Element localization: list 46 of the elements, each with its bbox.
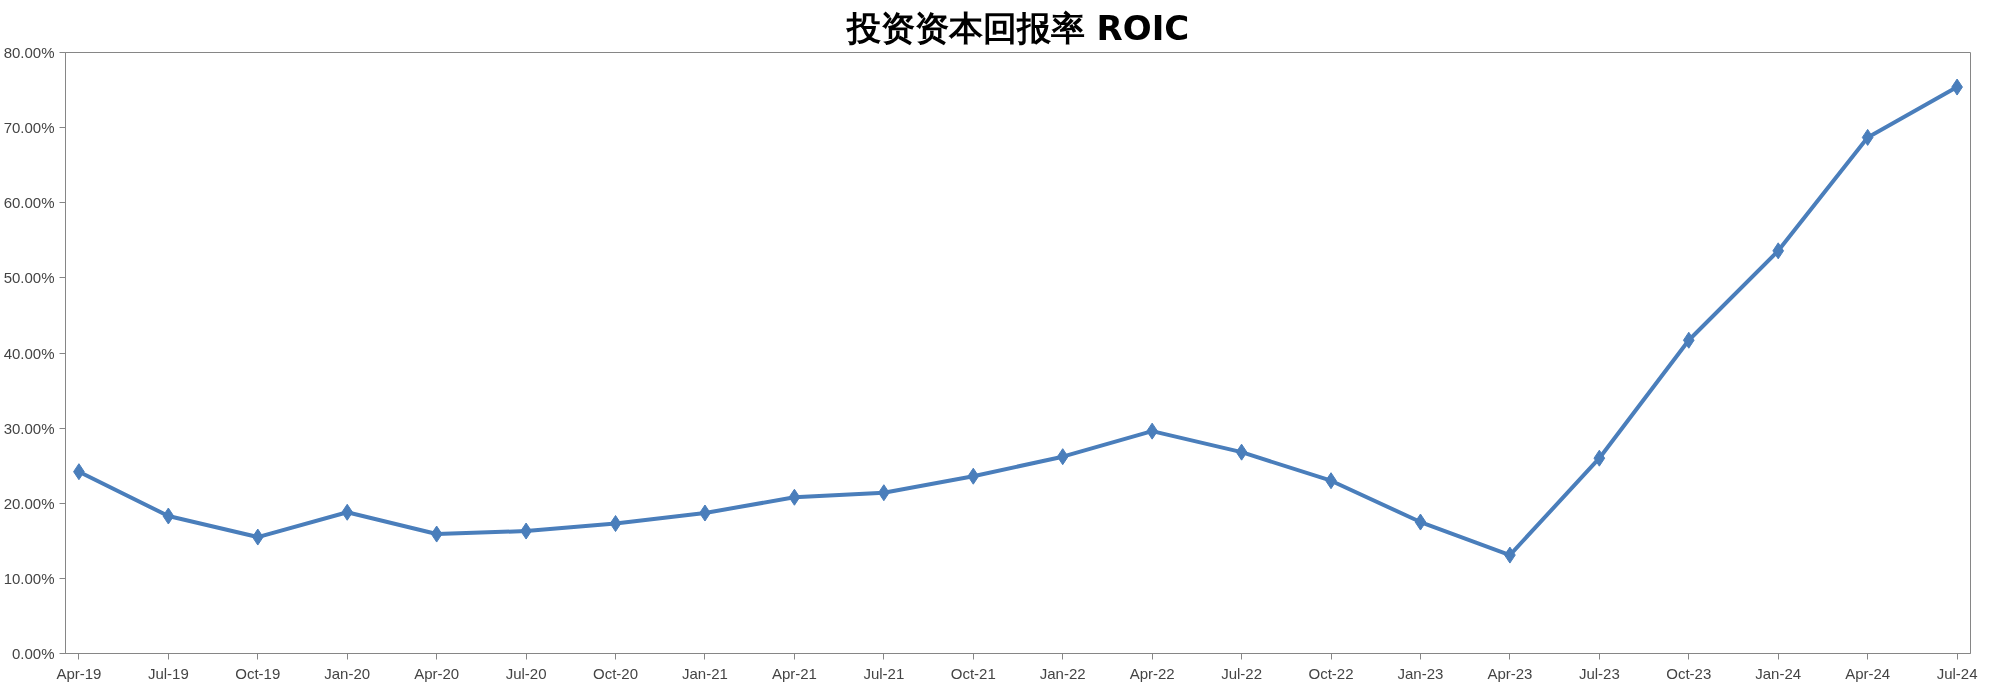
point: [341, 503, 354, 521]
x-tick-label: Jan-23: [1397, 664, 1444, 682]
x-tick-label: Jan-24: [1755, 664, 1802, 682]
x-tick-label: Apr-23: [1487, 664, 1533, 682]
x-tick-label: Oct-23: [1666, 664, 1712, 682]
y-tick-label: 50.00%: [3, 269, 55, 287]
point: [609, 515, 622, 533]
x-tick-label: Jan-22: [1039, 664, 1086, 682]
x-tick-label: Apr-21: [771, 664, 817, 682]
x-tick-label: Jul-21: [863, 664, 905, 682]
point: [967, 467, 980, 485]
x-tick-label: Oct-22: [1308, 664, 1354, 682]
x-tick-label: Apr-24: [1845, 664, 1891, 682]
x-tick-label: Jul-23: [1578, 664, 1620, 682]
x-tick-label: Apr-19: [56, 664, 102, 682]
y-tick-label: 20.00%: [3, 494, 55, 512]
y-tick-label: 60.00%: [3, 194, 55, 212]
x-tick-label: Jul-22: [1221, 664, 1263, 682]
x-tick-label: Jan-21: [682, 664, 728, 682]
point: [162, 507, 175, 525]
point: [788, 488, 801, 506]
y-tick-label: 70.00%: [3, 119, 55, 137]
point: [1772, 242, 1785, 260]
y-tick-label: 30.00%: [3, 419, 55, 437]
x-tick-label: Jul-24: [1936, 664, 1978, 682]
y-tick-label: 10.00%: [3, 569, 55, 587]
x-tick-label: Jul-20: [505, 664, 547, 682]
point: [1414, 513, 1427, 531]
x-tick-label: Apr-20: [414, 664, 460, 682]
point: [430, 525, 443, 543]
x-tick-label: Oct-21: [950, 664, 996, 682]
x-tick-label: Oct-19: [235, 664, 281, 682]
x-tick-label: Apr-22: [1129, 664, 1175, 682]
y-tick-label: 80.00%: [3, 44, 55, 61]
point: [1682, 331, 1695, 349]
point: [1235, 443, 1248, 461]
point: [1056, 448, 1069, 466]
point: [251, 528, 264, 546]
x-tick-label: Jan-20: [324, 664, 371, 682]
y-tick-label: 0.00%: [11, 645, 55, 662]
x-tick-label: Oct-20: [593, 664, 639, 682]
x-tick-label: Jul-19: [147, 664, 189, 682]
point: [1861, 128, 1874, 146]
y-tick-label: 40.00%: [3, 344, 55, 362]
chart-title: 投资资本回报率 ROIC: [844, 7, 1190, 48]
point: [1593, 449, 1606, 467]
